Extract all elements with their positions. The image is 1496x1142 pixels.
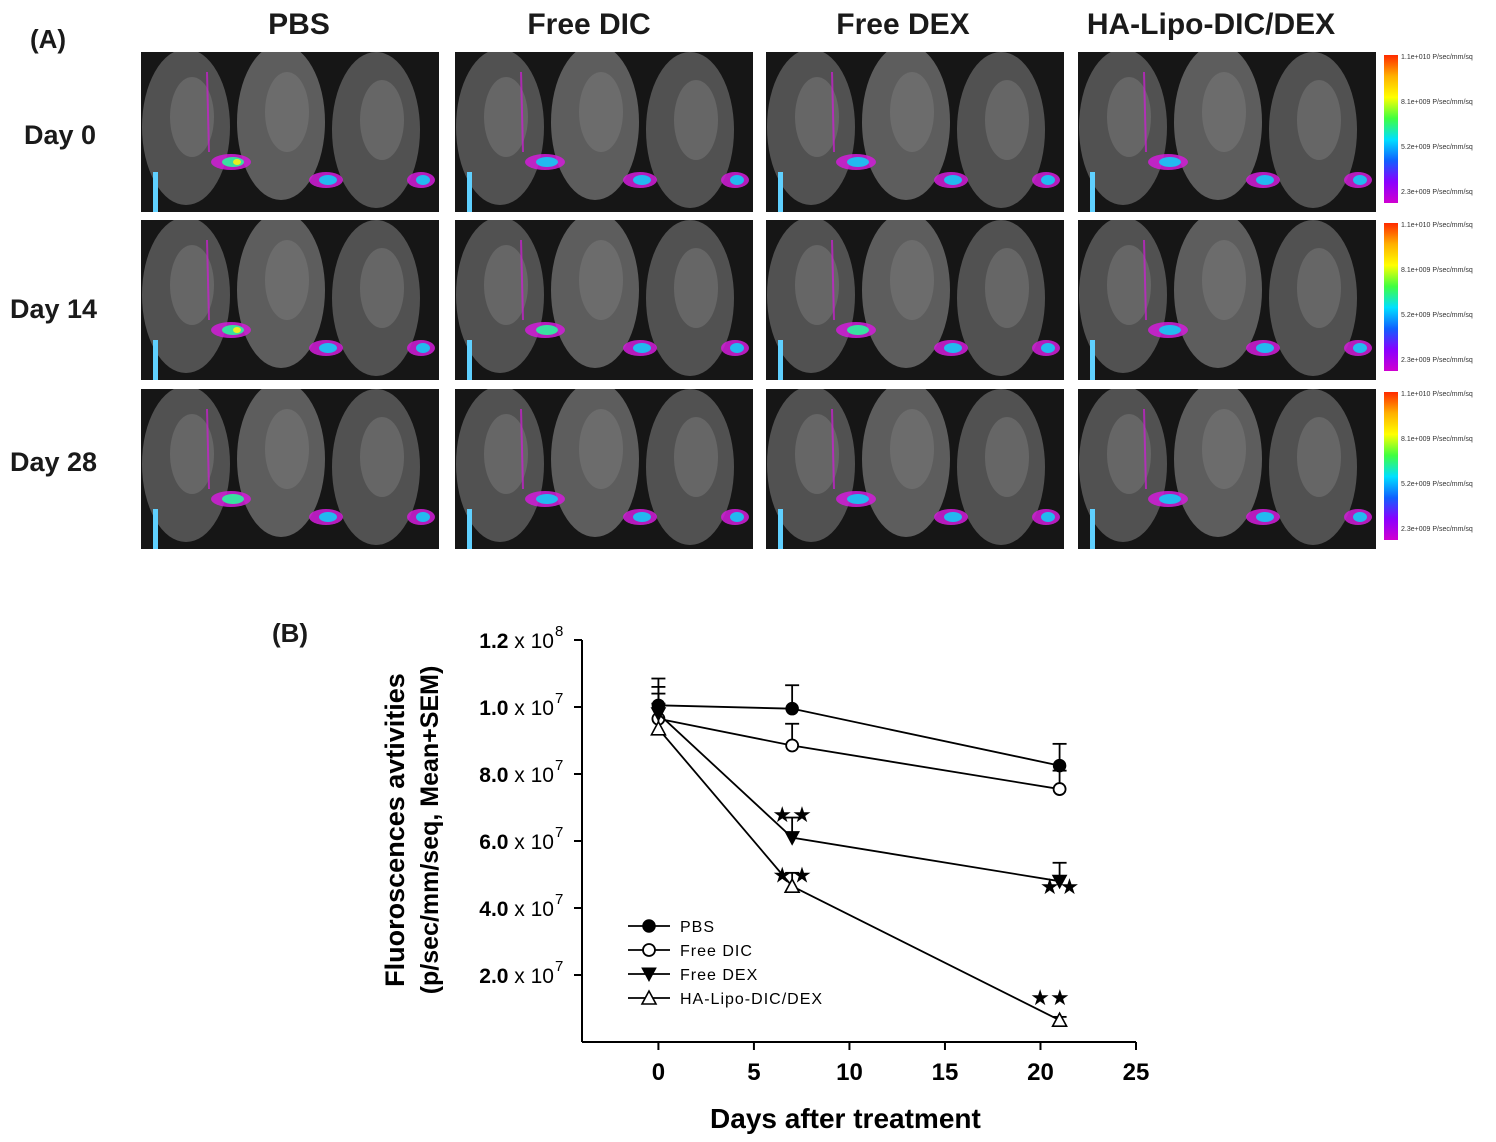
y-tick-exponent: 8 (555, 623, 563, 640)
panel-b-label: (B) (272, 618, 309, 648)
data-point-1-2 (1052, 782, 1067, 796)
mouse-image-r0-c3 (1078, 52, 1376, 212)
mouse-image-r2-c3 (1078, 389, 1376, 549)
row-label-day-28: Day 28 (10, 447, 98, 477)
column-title-free-dex: Free DEX (836, 8, 970, 41)
legend-label: Free DIC (680, 943, 753, 960)
y-tick-exponent: 7 (555, 824, 563, 841)
data-point-3-1 (783, 877, 801, 894)
significance-stars: ★★ (772, 864, 811, 889)
data-point-3-2 (1051, 1011, 1068, 1028)
y-tick-exponent: 7 (555, 958, 563, 975)
series-line-2 (657, 713, 1060, 883)
colorbar-tick-label: 1.1e+010 P/sec/mm/sq (1401, 391, 1473, 398)
y-tick-label: 4.0 x 10 (479, 898, 554, 921)
colorbar-row-2 (1384, 392, 1398, 540)
mouse-image-r0-c1 (455, 52, 753, 212)
legend-label: HA-Lipo-DIC/DEX (680, 991, 823, 1008)
legend-label: PBS (680, 919, 715, 936)
colorbar-tick-label: 5.2e+009 P/sec/mm/sq (1401, 144, 1473, 151)
x-axis-title: Days after treatment (710, 1103, 981, 1134)
mouse-image-r0-c0 (141, 52, 439, 212)
column-title-pbs: PBS (268, 8, 330, 41)
colorbar-row-1 (1384, 223, 1398, 371)
colorbar-tick-label: 5.2e+009 P/sec/mm/sq (1401, 481, 1473, 488)
mouse-image-r1-c3 (1078, 220, 1376, 380)
colorbar-tick-label: 8.1e+009 P/sec/mm/sq (1401, 436, 1473, 443)
colorbar-tick-label: 1.1e+010 P/sec/mm/sq (1401, 54, 1473, 61)
x-tick-label: 20 (1027, 1059, 1054, 1086)
mouse-image-r2-c2 (766, 389, 1064, 549)
series-line-1 (658, 717, 1060, 790)
mouse-image-r2-c1 (455, 389, 753, 549)
significance-stars: ★★ (772, 803, 811, 828)
row-label-day-14: Day 14 (10, 294, 98, 324)
x-tick-label: 0 (652, 1059, 665, 1086)
legend-marker (642, 919, 656, 933)
mouse-image-r0-c2 (766, 52, 1064, 212)
data-point-2-2 (1051, 874, 1068, 890)
x-tick-label: 15 (932, 1059, 959, 1086)
legend-label: Free DEX (680, 967, 758, 984)
y-tick-label: 6.0 x 10 (479, 831, 554, 854)
data-point-2-1 (784, 831, 800, 846)
colorbar-tick-label: 5.2e+009 P/sec/mm/sq (1401, 312, 1473, 319)
mouse-image-r1-c0 (141, 220, 439, 380)
colorbar-tick-label: 2.3e+009 P/sec/mm/sq (1401, 357, 1473, 364)
column-title-ha-lipo: HA-Lipo-DIC/DEX (1086, 8, 1336, 41)
mouse-image-r1-c2 (766, 220, 1064, 380)
significance-stars: ★★ (1040, 875, 1079, 900)
y-tick-exponent: 7 (555, 891, 563, 908)
y-axis-title-line1: Fluoroscences avtivities (380, 673, 410, 987)
legend-marker (642, 943, 656, 957)
y-tick-exponent: 7 (555, 690, 563, 707)
x-tick-label: 5 (747, 1059, 760, 1086)
column-title-free-dic: Free DIC (527, 8, 651, 41)
colorbar-tick-label: 8.1e+009 P/sec/mm/sq (1401, 99, 1473, 106)
y-tick-label: 1.2 x 10 (479, 630, 554, 653)
y-tick-label: 8.0 x 10 (479, 764, 554, 787)
row-label-day-0: Day 0 (24, 120, 97, 150)
mouse-image-r1-c1 (455, 220, 753, 380)
x-tick-label: 10 (836, 1059, 863, 1086)
data-point-3-0 (650, 720, 667, 736)
colorbar-tick-label: 2.3e+009 P/sec/mm/sq (1401, 189, 1473, 196)
colorbar-row-0 (1384, 55, 1398, 203)
y-tick-label: 2.0 x 10 (479, 965, 554, 988)
data-point-0-1 (785, 701, 799, 716)
colorbar-tick-label: 2.3e+009 P/sec/mm/sq (1401, 526, 1473, 533)
significance-stars: ★★ (1030, 986, 1069, 1011)
colorbar-tick-label: 8.1e+009 P/sec/mm/sq (1401, 267, 1473, 274)
y-tick-exponent: 7 (555, 757, 563, 774)
legend-marker (641, 967, 657, 983)
x-tick-label: 25 (1123, 1059, 1150, 1086)
legend-marker (640, 989, 658, 1005)
y-tick-label: 1.0 x 10 (479, 697, 554, 720)
panel-a-label: (A) (30, 24, 67, 54)
data-point-1-1 (785, 738, 800, 753)
mouse-image-r2-c0 (141, 389, 439, 549)
colorbar-tick-label: 1.1e+010 P/sec/mm/sq (1401, 222, 1473, 229)
y-axis-title-line2: (p/sec/mm/seq, Mean+SEM) (416, 666, 444, 995)
